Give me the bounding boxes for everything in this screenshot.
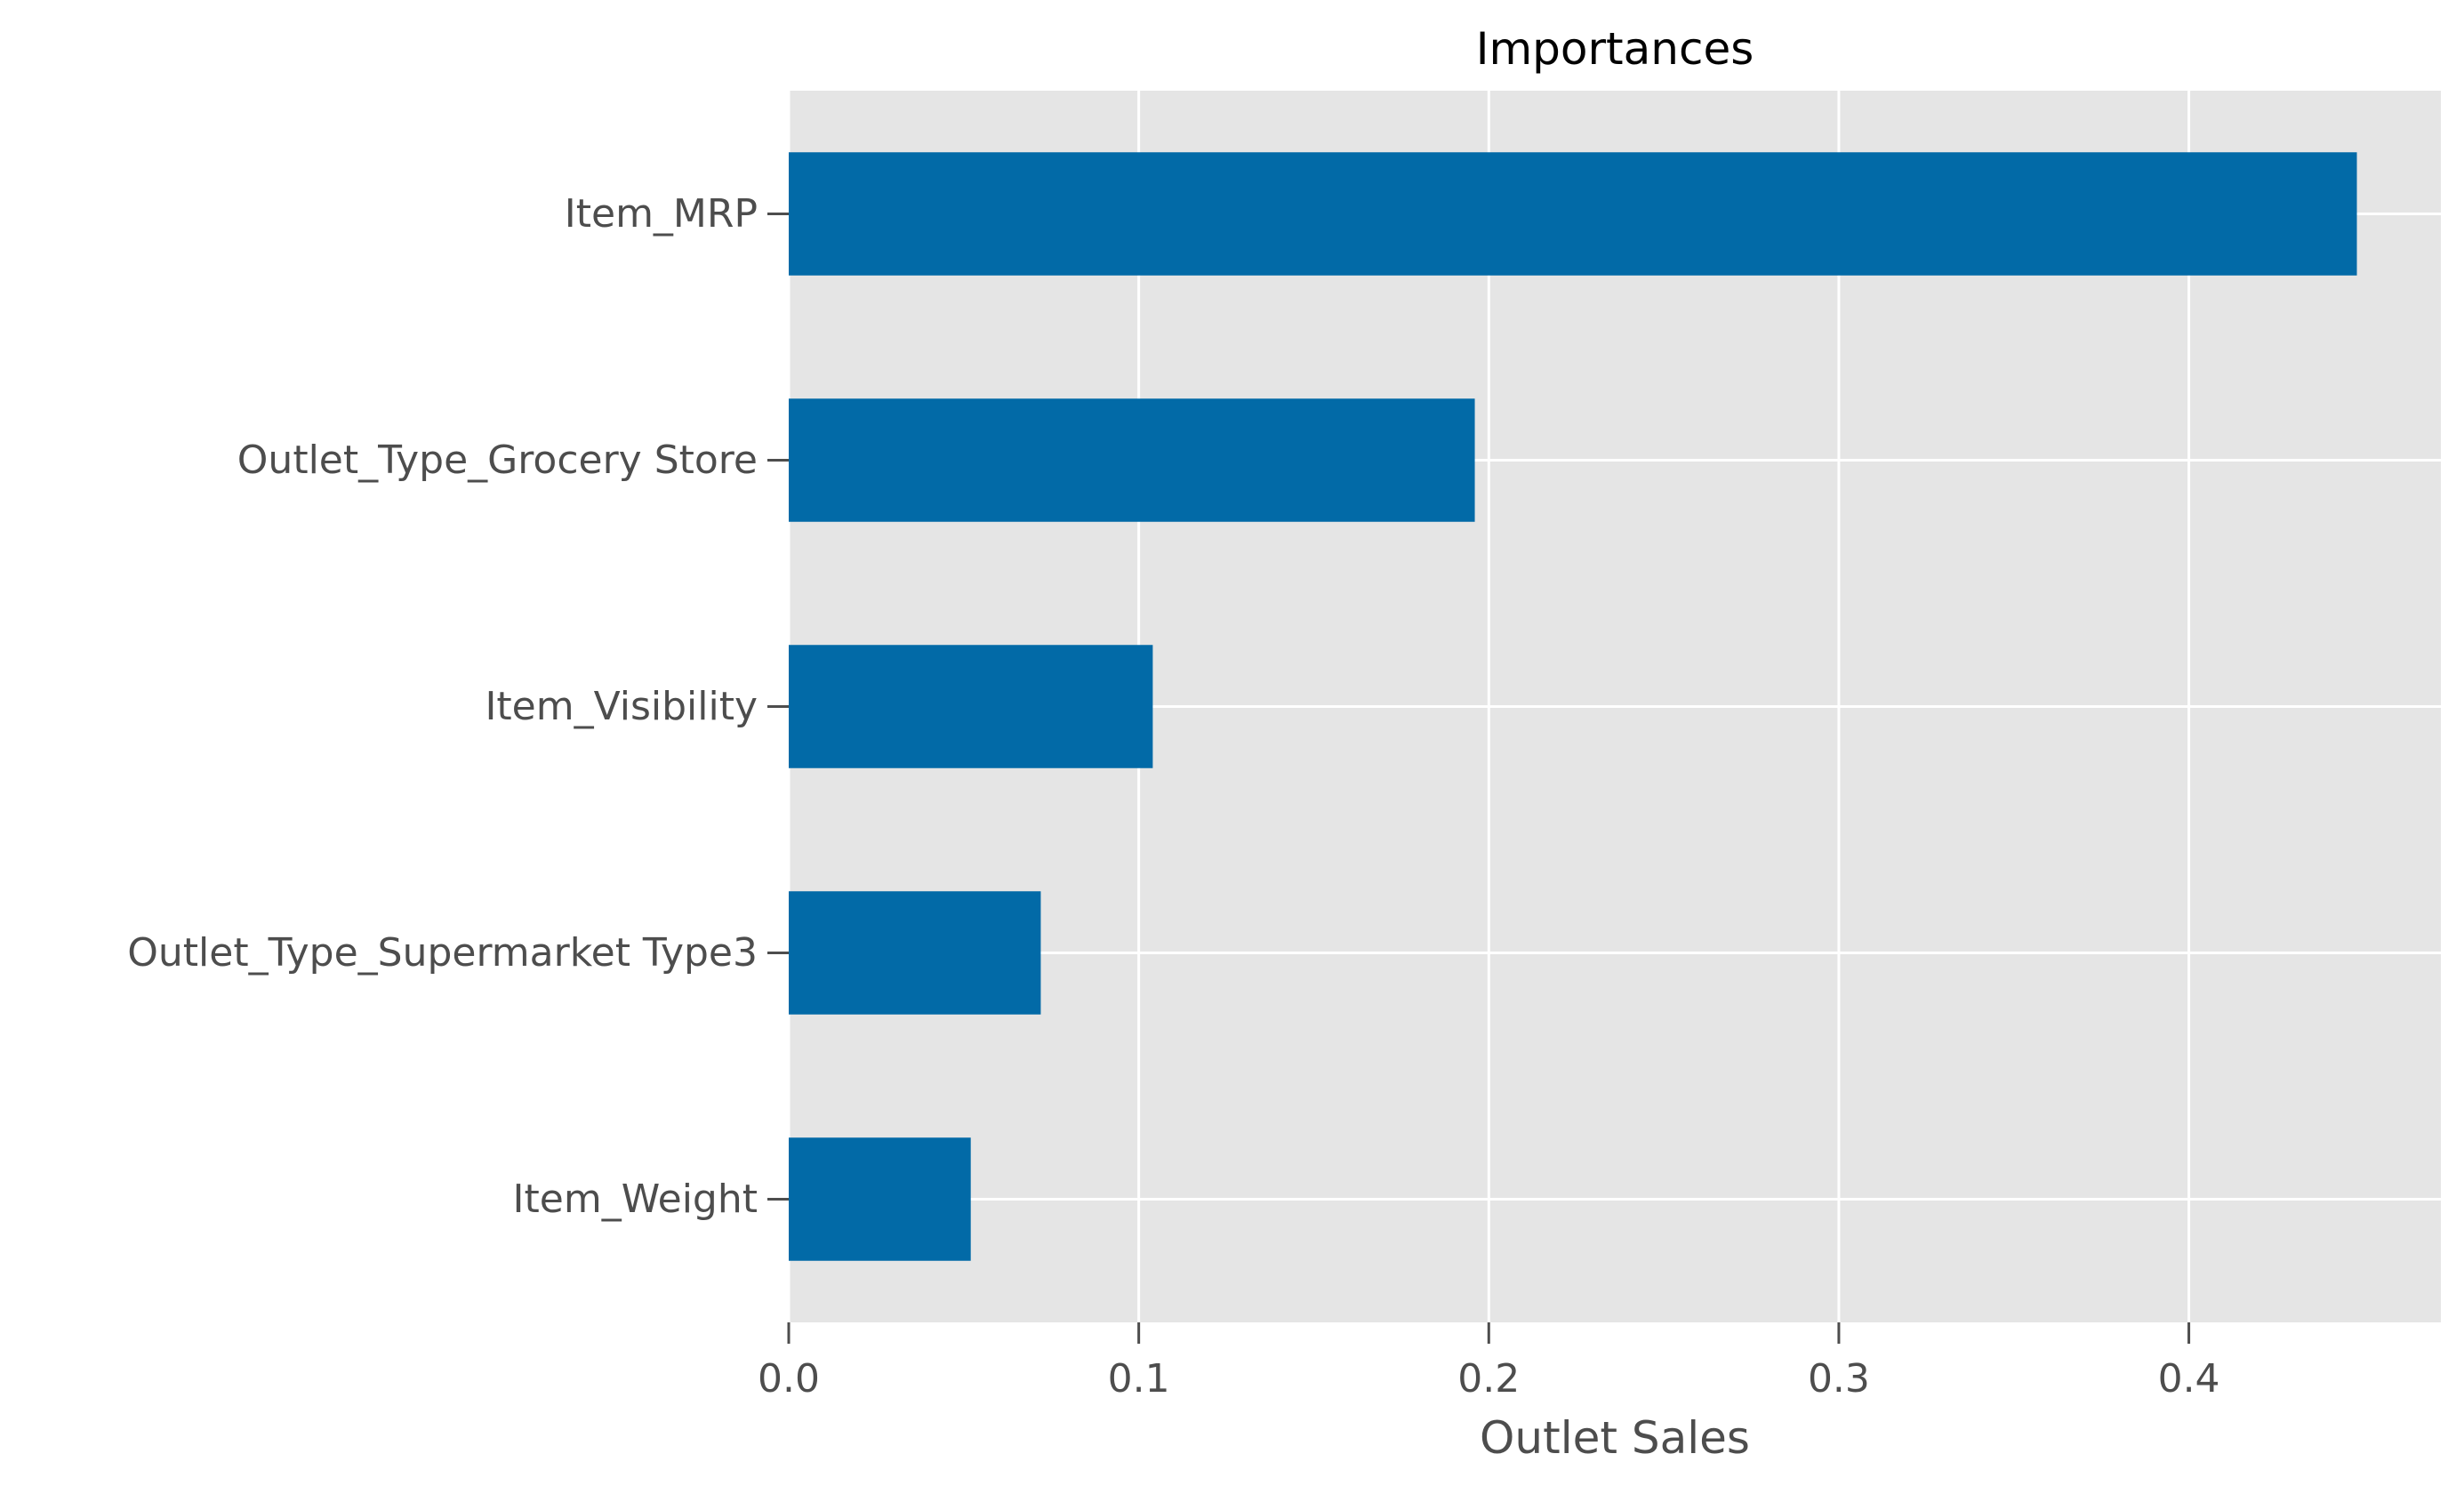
x-tick-label: 0.4: [2158, 1356, 2220, 1402]
y-tick-label: Item_Visibility: [485, 684, 758, 729]
bar-3: [789, 891, 1041, 1015]
bar-0: [789, 152, 2357, 276]
bar-2: [789, 645, 1153, 768]
x-axis-ticks: 0.0 0.1 0.2 0.3 0.4: [758, 1322, 2220, 1402]
x-tick-label: 0.1: [1108, 1356, 1170, 1402]
chart-title: Importances: [1476, 23, 1754, 75]
x-axis-label: Outlet Sales: [1480, 1412, 1750, 1464]
y-tick-label: Item_MRP: [565, 191, 758, 237]
x-tick-label: 0.3: [1808, 1356, 1870, 1402]
y-tick-label: Item_Weight: [513, 1177, 758, 1222]
x-tick-label: 0.2: [1457, 1356, 1520, 1402]
y-axis-ticks: Item_MRP Outlet_Type_Grocery Store Item_Vi…: [127, 191, 789, 1222]
x-tick-label: 0.0: [758, 1356, 820, 1402]
bars: [789, 152, 2357, 1261]
y-tick-label: Outlet_Type_Grocery Store: [237, 438, 758, 483]
y-tick-label: Outlet_Type_Supermarket Type3: [127, 930, 758, 976]
bar-4: [789, 1137, 971, 1261]
bar-1: [789, 398, 1475, 522]
